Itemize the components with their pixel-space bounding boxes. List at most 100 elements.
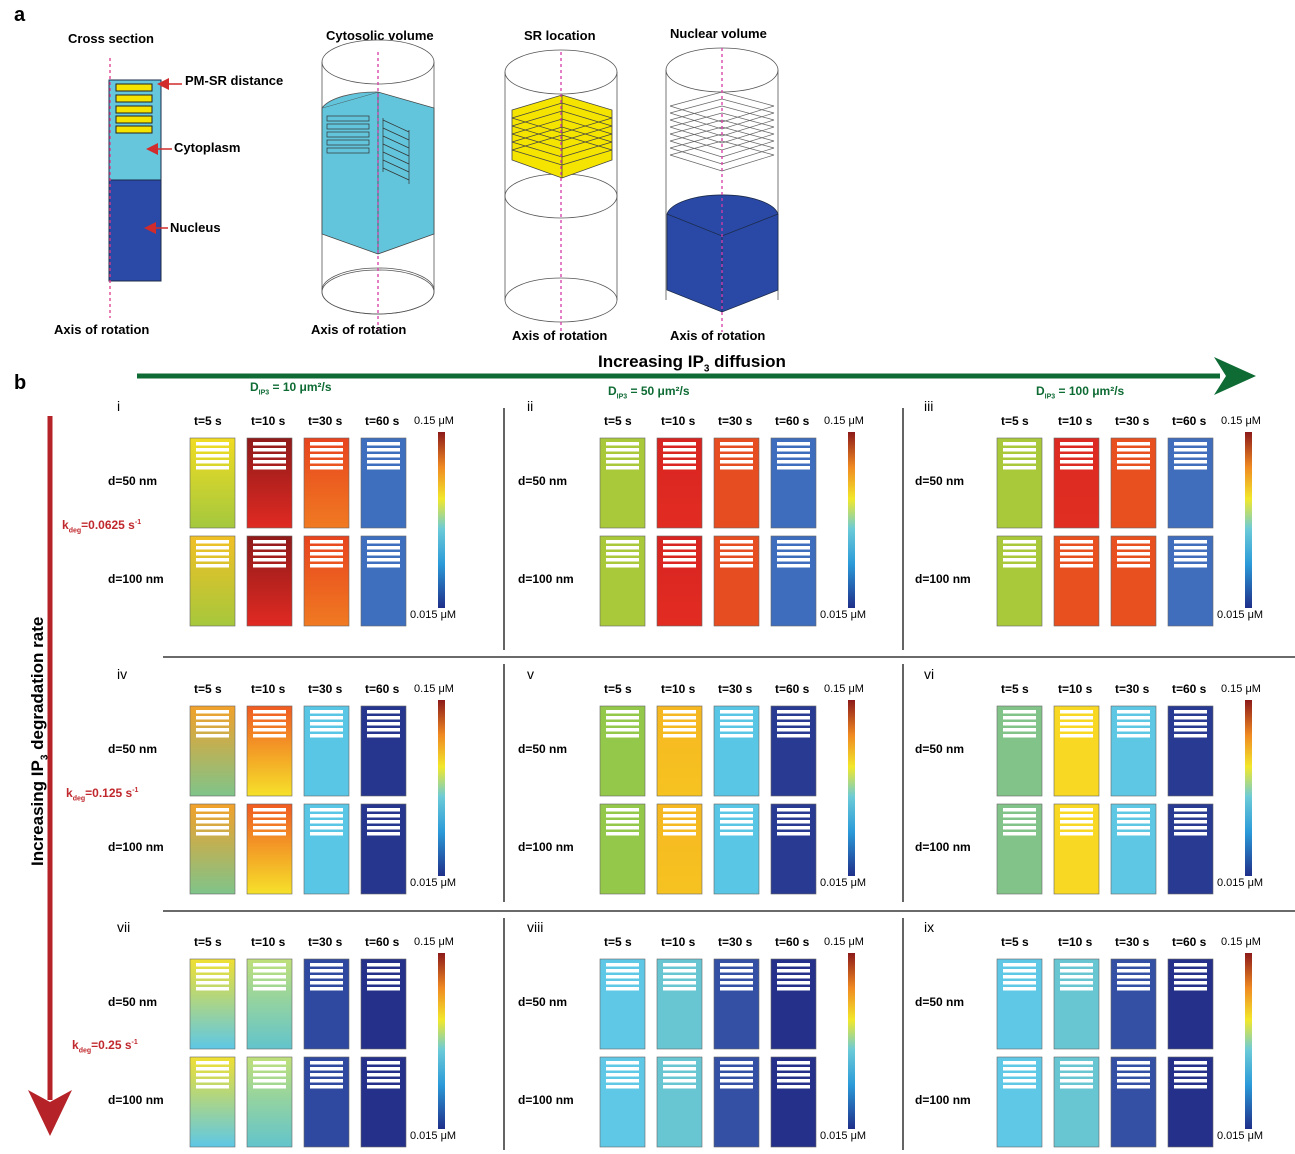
heatmap-cell [360,803,407,895]
colorbar [848,700,855,876]
nuclear-volume-title: Nuclear volume [670,26,767,41]
sr-slit [1117,1067,1150,1071]
sr-slit [1117,460,1150,464]
sr-slit [663,820,696,824]
sr-slit [367,963,400,967]
time-label: t=10 s [661,935,696,949]
heatmap-cell [360,958,407,1050]
sr-location-diagram [504,49,618,332]
sr-slit [606,981,639,985]
sr-slit [777,552,810,556]
sr-slit [606,564,639,568]
sr-slit [196,832,229,836]
sr-slit [1003,826,1036,830]
sr-slit [1117,540,1150,544]
time-label: t=5 s [604,414,632,428]
sr-slit [253,558,286,562]
sr-slit [1174,710,1207,714]
sr-slit [720,734,753,738]
sr-slit [253,969,286,973]
sr-slit [1117,722,1150,726]
heatmap-cell [360,705,407,797]
sr-slit [367,734,400,738]
sr-slit [777,832,810,836]
heatmap-cell [770,437,817,529]
distance-label: d=50 nm [518,742,568,756]
colorbar-min-label: 0.015 μM [1217,1130,1264,1142]
sr-slit [663,710,696,714]
sr-slit [253,448,286,452]
sr-slit [606,1073,639,1077]
sr-slit [1003,975,1036,979]
panel-numeral-vii: vii [117,919,131,935]
kdeg-label-3: kdeg=0.25 s-1 [72,1038,138,1055]
time-label: t=60 s [365,682,400,696]
axis-label-nuclear: Axis of rotation [670,328,766,343]
sr-slit [663,1067,696,1071]
distance-label: d=50 nm [915,474,965,488]
sr-slit [720,1073,753,1077]
diffusion-axis-label: Increasing IP3 diffusion [598,352,786,375]
panel-numeral-iii: iii [924,398,934,414]
sr-slit [777,734,810,738]
sr-slit [606,963,639,967]
sr-slit [310,1085,343,1089]
sr-slit [1117,546,1150,550]
heatmap-cell [189,705,236,797]
time-label: t=10 s [661,414,696,428]
sr-slit [310,564,343,568]
sr-slit [367,466,400,470]
sr-slit [1117,987,1150,991]
sr-slit [1003,832,1036,836]
sr-slit [606,826,639,830]
sr-slit [253,734,286,738]
sr-slit [1003,734,1036,738]
colorbar-max-label: 0.15 μM [1221,683,1261,695]
axis-label-sr: Axis of rotation [512,328,608,343]
heatmap-cell [996,958,1043,1050]
sr-slit [663,454,696,458]
sr-slit [606,1079,639,1083]
heatmap-cell [189,958,236,1050]
heatmap-cell [599,1056,646,1148]
sr-slit [606,969,639,973]
colorbar [438,432,445,608]
sr-slit [253,1067,286,1071]
sr-slit [606,734,639,738]
sr-slit [777,716,810,720]
sr-slit [1117,963,1150,967]
sr-slit [777,1067,810,1071]
sr-slit [1003,716,1036,720]
heatmap-cell [1167,437,1214,529]
sr-slit [720,820,753,824]
distance-label: d=100 nm [915,1093,971,1107]
colorbar-min-label: 0.015 μM [820,877,867,889]
sr-slit [720,975,753,979]
sr-slit [663,814,696,818]
sr-slit [1060,963,1093,967]
diffusion-label-2: DIP3 = 50 μm²/s [608,384,690,401]
sr-slit [253,466,286,470]
sr-slit [1174,442,1207,446]
heatmap-cell [656,1056,703,1148]
sr-slit [1060,448,1093,452]
heatmap-cell [246,1056,293,1148]
sr-slit [310,546,343,550]
sr-slit [310,448,343,452]
sr-slit [253,552,286,556]
sr-slit [1060,975,1093,979]
sr-slit [253,808,286,812]
colorbar-max-label: 0.15 μM [824,415,864,427]
sr-slit [253,1079,286,1083]
sr-slit [310,1061,343,1065]
sr-slit [1117,969,1150,973]
heatmap-cell [996,535,1043,627]
panel-numeral-ix: ix [924,919,935,935]
sr-slit [253,832,286,836]
sr-slit [310,710,343,714]
heatmap-cell [303,437,350,529]
sr-slit [1117,466,1150,470]
sr-slit [253,540,286,544]
sr-slit [663,981,696,985]
diffusion-label-3: DIP3 = 100 μm²/s [1036,384,1125,401]
